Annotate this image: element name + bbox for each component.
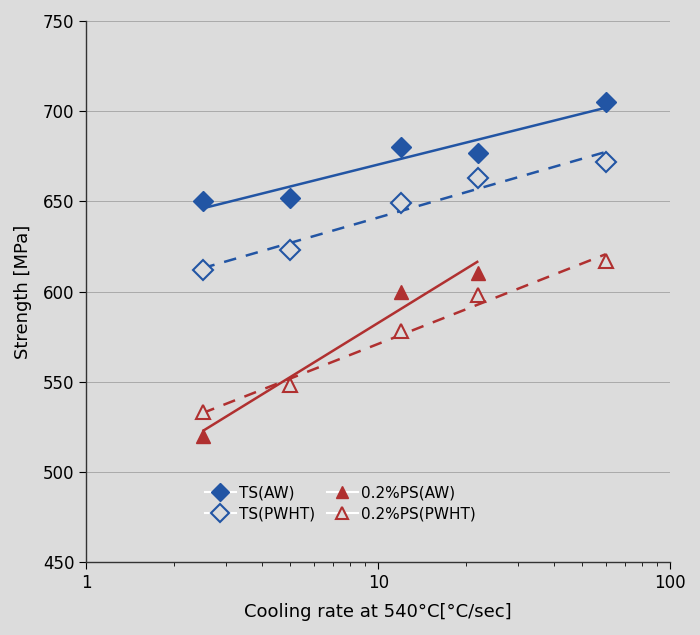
- Y-axis label: Strength [MPa]: Strength [MPa]: [14, 224, 32, 359]
- Legend: TS(AW), TS(PWHT), 0.2%PS(AW), 0.2%PS(PWHT): TS(AW), TS(PWHT), 0.2%PS(AW), 0.2%PS(PWH…: [199, 479, 482, 528]
- X-axis label: Cooling rate at 540°C[°C/sec]: Cooling rate at 540°C[°C/sec]: [244, 603, 512, 621]
